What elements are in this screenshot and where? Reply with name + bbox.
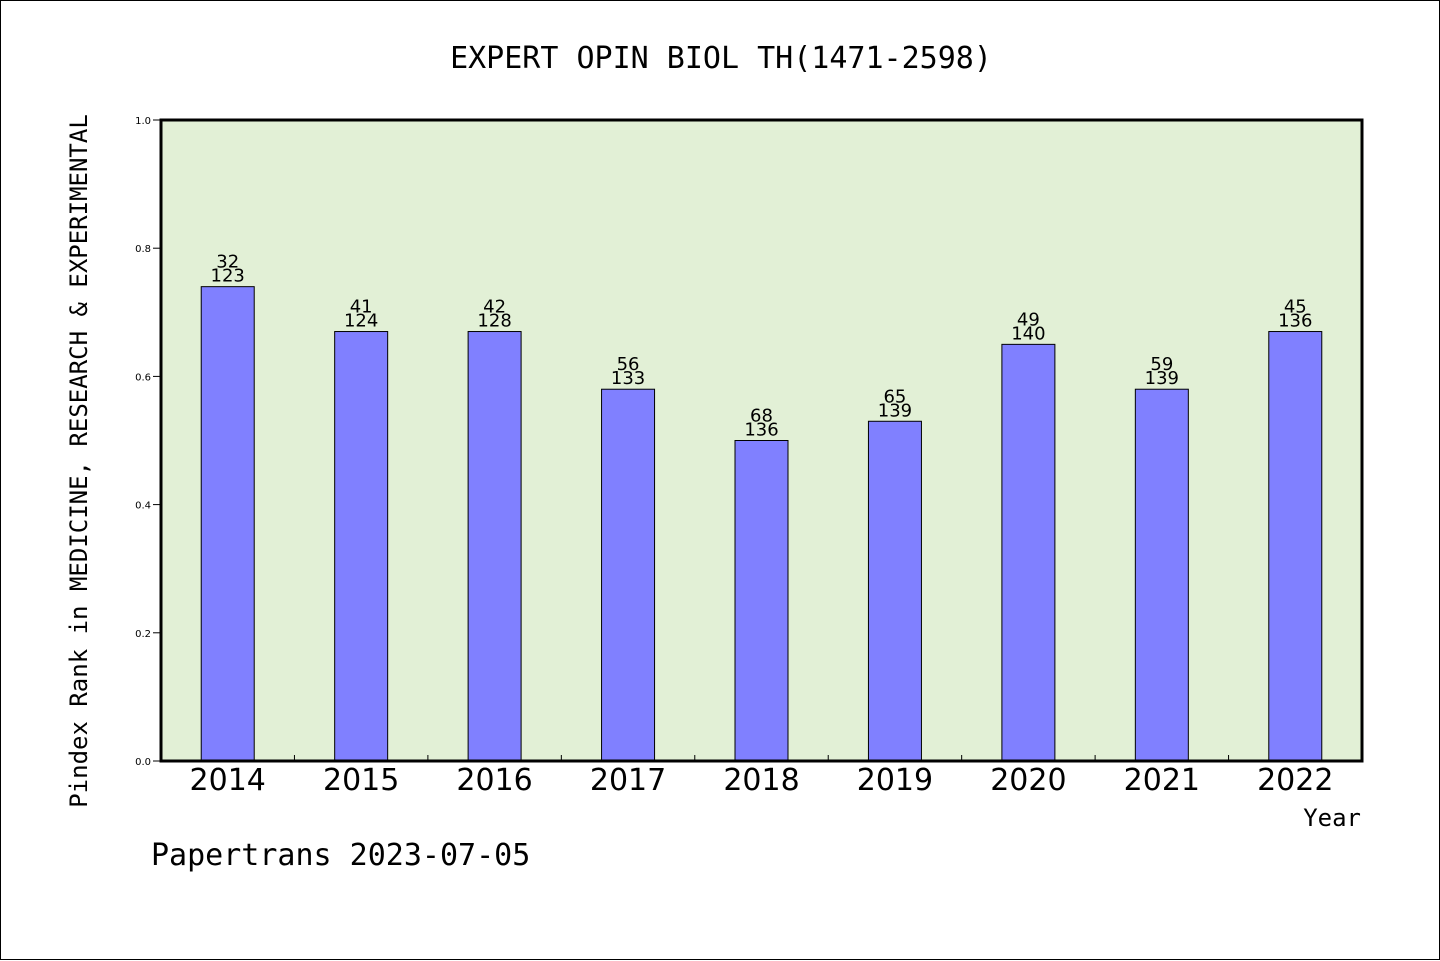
- rank-label-2022: 45: [1284, 297, 1307, 318]
- bar-2018: [734, 440, 789, 762]
- x-tick-label-2015: 2015: [323, 763, 399, 798]
- total-label-2017: 133: [611, 368, 645, 389]
- x-tick-label-2020: 2020: [990, 763, 1066, 798]
- x-tick-label-2022: 2022: [1257, 763, 1333, 798]
- bar-2017: [601, 388, 656, 762]
- rank-label-2020: 49: [1017, 309, 1040, 330]
- x-axis-label: Year: [1303, 804, 1361, 832]
- bar-2014: [200, 286, 255, 762]
- y-axis-label: Pindex Rank in MEDICINE, RESEARCH & EXPE…: [65, 114, 93, 808]
- x-tick-label-2018: 2018: [723, 763, 799, 798]
- bar-2022: [1268, 331, 1323, 762]
- y-tick-label: 0.6: [135, 372, 151, 383]
- rank-label-2017: 56: [617, 354, 640, 375]
- rank-label-2021: 59: [1150, 354, 1173, 375]
- chart-title: EXPERT OPIN BIOL TH(1471-2598): [450, 41, 992, 76]
- total-label-2015: 124: [344, 311, 378, 332]
- x-tick-label-2021: 2021: [1124, 763, 1200, 798]
- x-tick-label-2019: 2019: [857, 763, 933, 798]
- x-tick-label-2016: 2016: [456, 763, 532, 798]
- total-label-2018: 136: [744, 420, 778, 441]
- y-tick-label: 0.8: [135, 244, 151, 255]
- bar-2016: [467, 331, 522, 762]
- y-tick-label: 1.0: [135, 116, 151, 127]
- total-label-2020: 140: [1011, 323, 1045, 344]
- bar-2015: [334, 331, 389, 762]
- x-tick-label-2017: 2017: [590, 763, 666, 798]
- y-tick-label: 0.0: [135, 757, 151, 768]
- rank-label-2016: 42: [483, 297, 506, 318]
- y-tick-label: 0.2: [135, 629, 151, 640]
- rank-label-2018: 68: [750, 406, 773, 427]
- rank-label-2019: 65: [883, 386, 906, 407]
- footer-credit: Papertrans 2023-07-05: [151, 838, 530, 873]
- plot-border: [159, 118, 1364, 763]
- rank-label-2015: 41: [350, 297, 373, 318]
- total-label-2019: 139: [878, 400, 912, 421]
- bar-2019: [867, 420, 922, 762]
- rank-label-2014: 32: [216, 252, 239, 273]
- bar-2021: [1134, 388, 1189, 762]
- x-tick-label-2014: 2014: [190, 763, 266, 798]
- total-label-2022: 136: [1278, 311, 1312, 332]
- total-label-2016: 128: [477, 311, 511, 332]
- bar-2020: [1001, 343, 1056, 762]
- total-label-2014: 123: [211, 266, 245, 287]
- total-label-2021: 139: [1145, 368, 1179, 389]
- y-tick-label: 0.4: [135, 501, 151, 512]
